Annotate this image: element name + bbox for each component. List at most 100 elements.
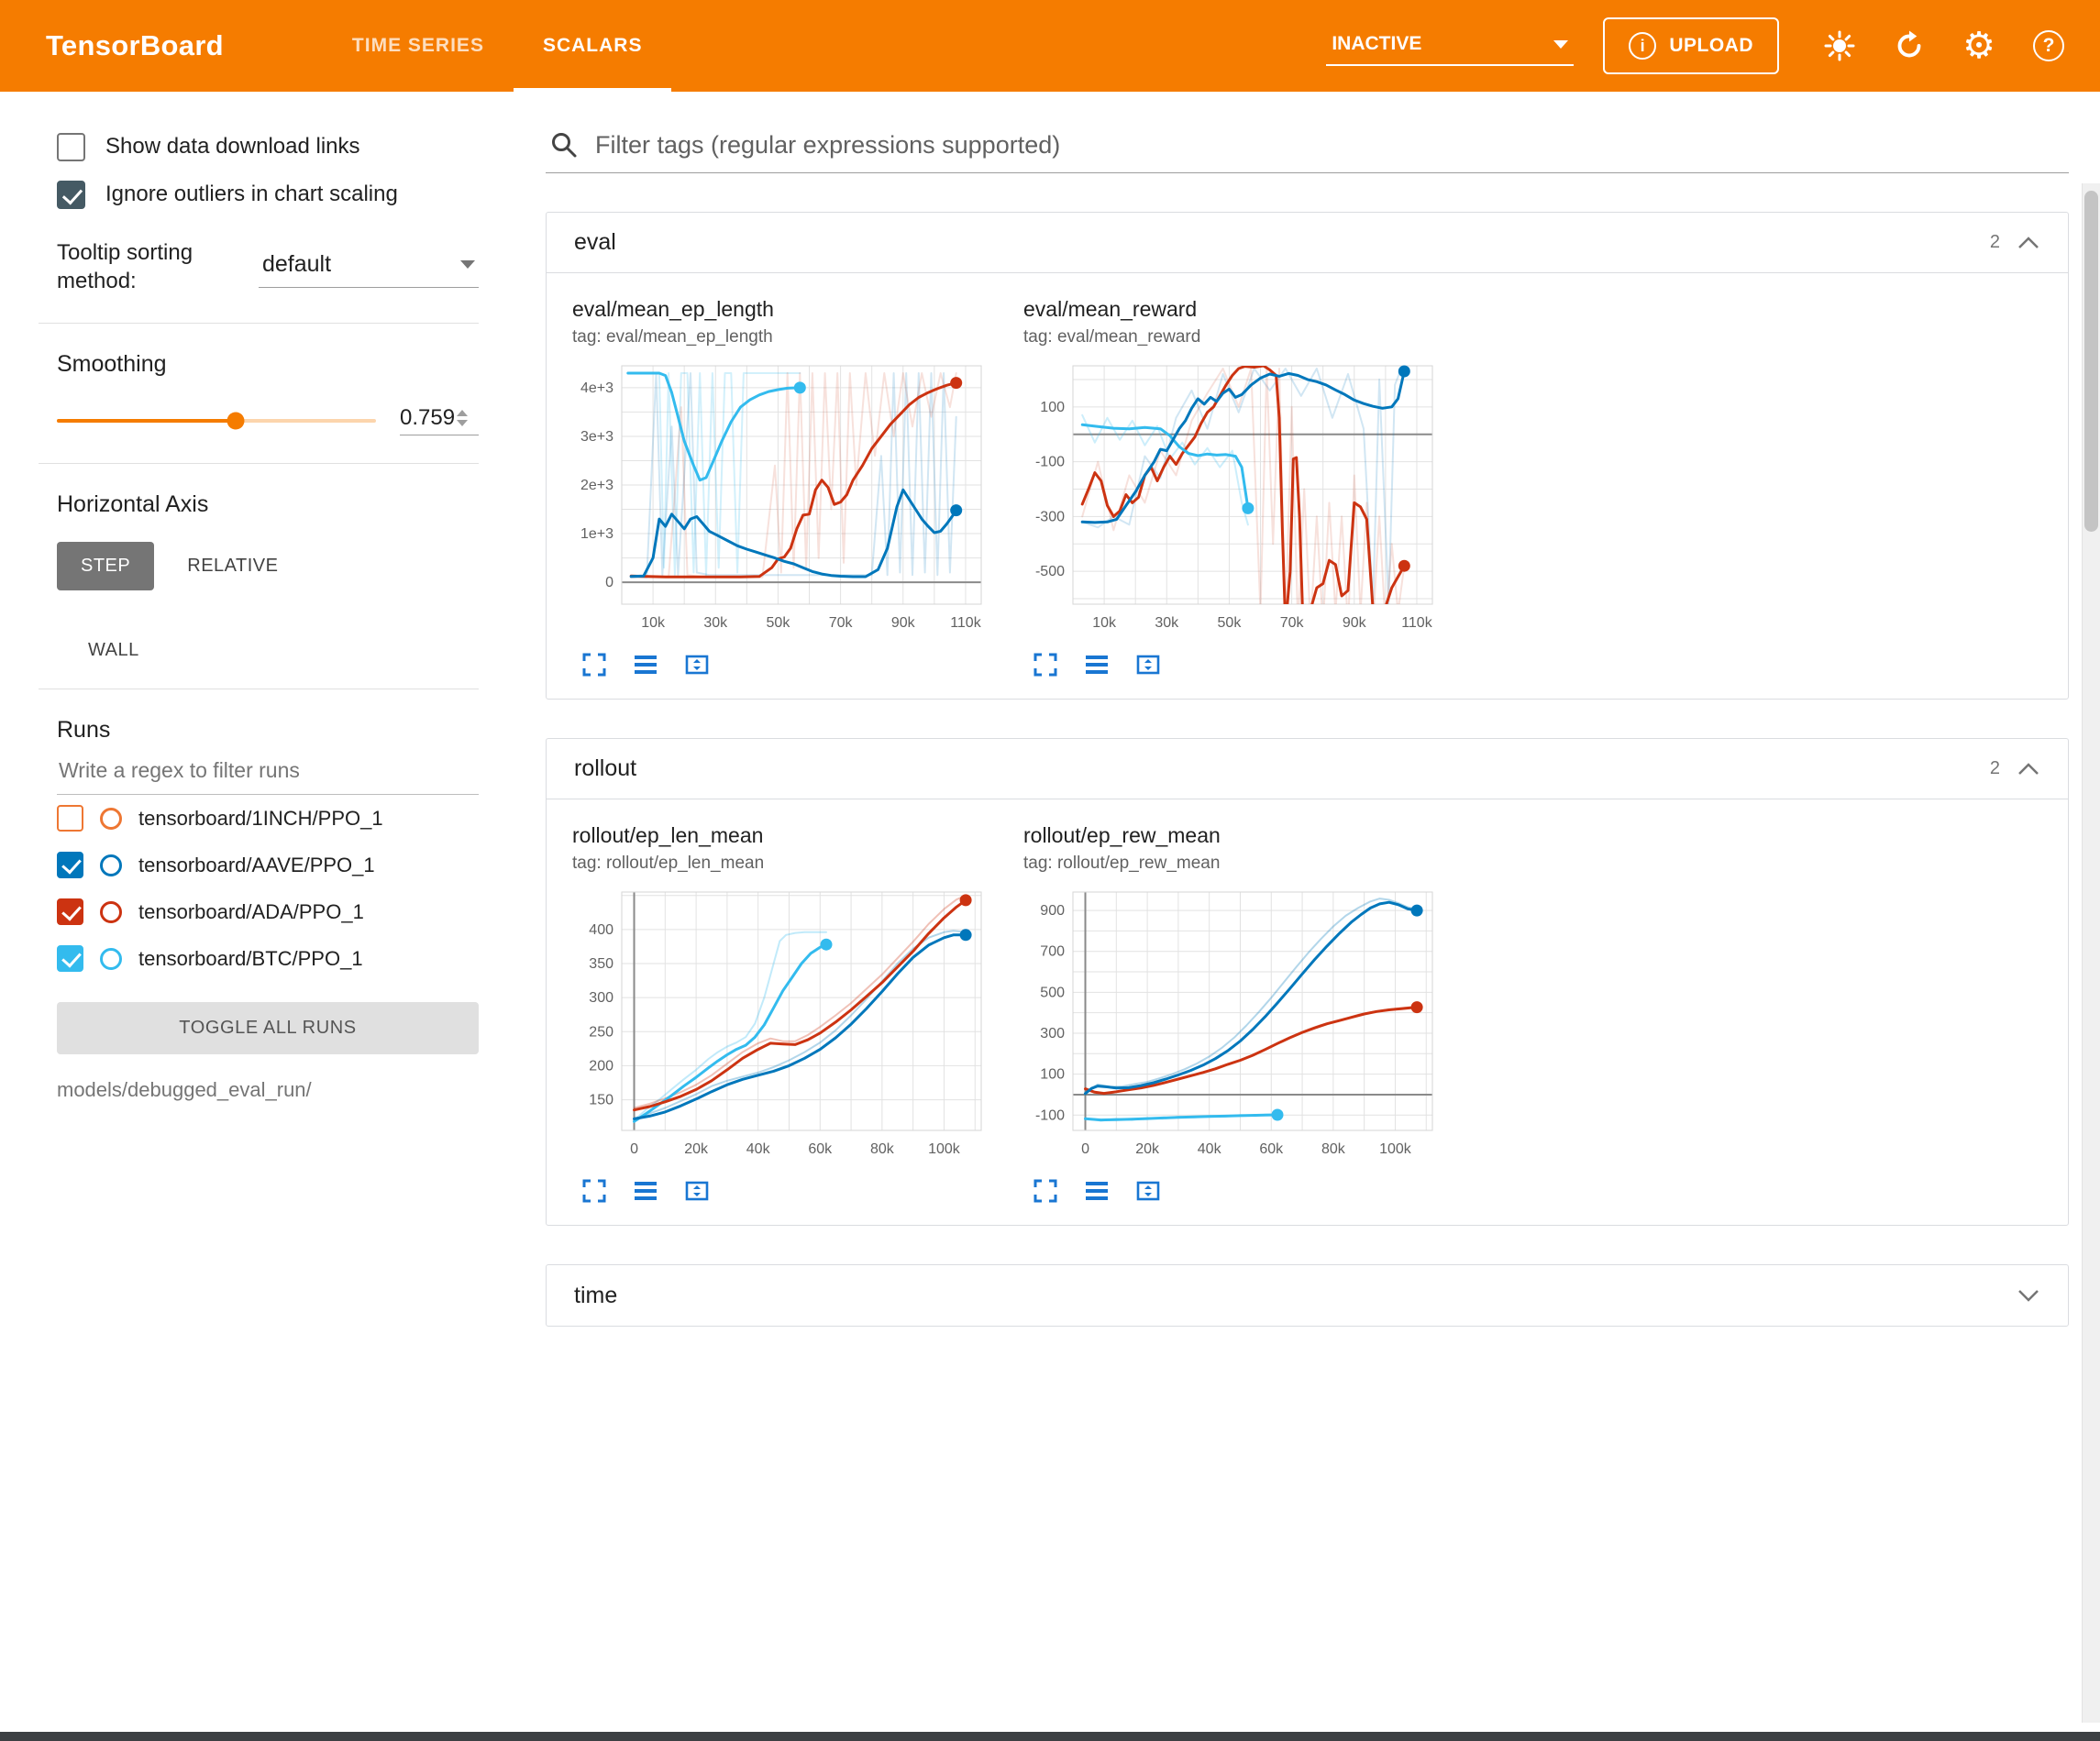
chart-title: eval/mean_reward xyxy=(1023,297,1198,321)
search-icon xyxy=(552,133,577,158)
chart-plot-area[interactable]: 100 -100 -300 -500 10k 30k 50k 70k 90k 110k xyxy=(1018,357,1469,642)
section-header-rollout[interactable]: rollout 2 xyxy=(547,739,2068,799)
svg-text:90k: 90k xyxy=(1343,615,1367,631)
main-tabs: TIME SERIES SCALARS xyxy=(323,0,672,92)
section-title: rollout xyxy=(574,755,637,781)
smoothing-value-input[interactable] xyxy=(400,405,457,432)
fit-domain-icon[interactable] xyxy=(1133,651,1163,680)
help-icon[interactable]: ? xyxy=(2014,0,2083,92)
info-icon: i xyxy=(1629,32,1657,60)
checkbox-checked-icon[interactable] xyxy=(57,180,85,209)
ignore-outliers-label: Ignore outliers in chart scaling xyxy=(105,182,398,206)
chart-eval-mean-ep-length: eval/mean_ep_length tag: eval/mean_ep_le… xyxy=(567,297,1018,680)
stepper-icons[interactable] xyxy=(457,410,468,427)
run-row-aave[interactable]: tensorboard/AAVE/PPO_1 xyxy=(57,842,479,888)
section-header-time[interactable]: time xyxy=(547,1265,2068,1326)
brightness-icon[interactable] xyxy=(1805,0,1874,92)
svg-text:20k: 20k xyxy=(684,1141,709,1157)
axis-wall-button[interactable]: WALL xyxy=(88,640,139,661)
slider-handle[interactable] xyxy=(227,412,245,430)
vertical-scrollbar[interactable] xyxy=(2082,183,2100,1723)
run-color-ring-icon xyxy=(100,807,122,830)
run-checkbox-icon[interactable] xyxy=(57,945,83,973)
status-dropdown[interactable]: INACTIVE xyxy=(1326,26,1575,66)
svg-text:50k: 50k xyxy=(1218,615,1243,631)
svg-text:60k: 60k xyxy=(808,1141,833,1157)
svg-text:60k: 60k xyxy=(1259,1141,1284,1157)
chart-title: rollout/ep_rew_mean xyxy=(1023,823,1221,847)
spinner-up-icon[interactable] xyxy=(457,410,468,417)
svg-text:200: 200 xyxy=(589,1058,613,1074)
filter-tags-bar[interactable] xyxy=(546,123,2069,173)
data-table-icon[interactable] xyxy=(631,1177,660,1207)
runs-filter-input[interactable] xyxy=(57,744,479,796)
show-download-links-toggle[interactable]: Show data download links xyxy=(57,123,479,171)
ignore-outliers-toggle[interactable]: Ignore outliers in chart scaling xyxy=(57,171,479,218)
run-checkbox-icon[interactable] xyxy=(57,805,83,832)
chevron-up-icon[interactable] xyxy=(2017,762,2040,777)
chevron-up-icon[interactable] xyxy=(2017,236,2040,250)
filter-tags-input[interactable] xyxy=(595,130,2065,160)
chart-plot-area[interactable]: -100 100 300 500 700 900 0 20k 40k 60k 80k 100k xyxy=(1018,883,1469,1168)
chart-plot-area[interactable]: 0 1e+3 2e+3 3e+3 4e+3 10k 30k 50k 70k 90k 110k xyxy=(567,357,1018,642)
svg-text:30k: 30k xyxy=(703,615,728,631)
run-name: tensorboard/AAVE/PPO_1 xyxy=(138,853,375,876)
fullscreen-icon[interactable] xyxy=(1031,1177,1060,1207)
svg-text:100: 100 xyxy=(1040,1067,1065,1083)
upload-button[interactable]: i UPLOAD xyxy=(1603,17,1779,74)
tab-time-series[interactable]: TIME SERIES xyxy=(351,35,484,56)
data-table-icon[interactable] xyxy=(1082,1177,1111,1207)
run-row-1inch[interactable]: tensorboard/1INCH/PPO_1 xyxy=(57,795,479,842)
horizontal-axis-label: Horizontal Axis xyxy=(57,491,209,518)
run-row-ada[interactable]: tensorboard/ADA/PPO_1 xyxy=(57,888,479,935)
fit-domain-icon[interactable] xyxy=(682,651,712,680)
toggle-all-runs-button[interactable]: TOGGLE ALL RUNS xyxy=(57,1002,479,1055)
svg-text:150: 150 xyxy=(589,1093,613,1108)
tooltip-sorting-label: Tooltip sorting method: xyxy=(57,240,193,294)
svg-text:10k: 10k xyxy=(641,615,666,631)
smoothing-slider[interactable] xyxy=(57,412,376,430)
chart-tag: tag: rollout/ep_len_mean xyxy=(572,854,765,873)
fullscreen-icon[interactable] xyxy=(580,1177,609,1207)
run-checkbox-icon[interactable] xyxy=(57,898,83,926)
section-count-badge: 2 xyxy=(1989,232,2000,252)
section-title: time xyxy=(574,1282,618,1308)
fit-domain-icon[interactable] xyxy=(682,1177,712,1207)
upload-label: UPLOAD xyxy=(1669,35,1753,56)
chart-rollout-ep-rew-mean: rollout/ep_rew_mean tag: rollout/ep_rew_… xyxy=(1018,823,1469,1207)
fullscreen-icon[interactable] xyxy=(580,651,609,680)
section-card-rollout: rollout 2 rollout/ep_len_mean tag: rollo… xyxy=(546,738,2069,1226)
svg-text:300: 300 xyxy=(589,990,613,1006)
section-card-eval: eval 2 eval/mean_ep_length tag: eval/mea… xyxy=(546,212,2069,700)
smoothing-label: Smoothing xyxy=(57,351,167,378)
svg-text:1e+3: 1e+3 xyxy=(580,526,613,542)
run-color-ring-icon xyxy=(100,854,122,876)
run-row-btc[interactable]: tensorboard/BTC/PPO_1 xyxy=(57,935,479,982)
data-table-icon[interactable] xyxy=(1082,651,1111,680)
chevron-down-icon[interactable] xyxy=(2017,1288,2040,1303)
axis-relative-button[interactable]: RELATIVE xyxy=(187,556,279,577)
checkbox-unchecked-icon[interactable] xyxy=(57,132,85,161)
svg-text:350: 350 xyxy=(589,956,613,972)
settings-gear-icon[interactable]: ⚙ xyxy=(1962,25,1995,67)
scrollbar-thumb[interactable] xyxy=(2084,191,2098,532)
svg-text:2e+3: 2e+3 xyxy=(580,478,613,493)
fullscreen-icon[interactable] xyxy=(1031,651,1060,680)
run-name: tensorboard/1INCH/PPO_1 xyxy=(138,806,383,830)
svg-text:0: 0 xyxy=(1081,1141,1089,1157)
chart-eval-mean-reward: eval/mean_reward tag: eval/mean_reward 1… xyxy=(1018,297,1469,680)
axis-step-button[interactable]: STEP xyxy=(57,542,155,591)
chart-plot-area[interactable]: 150 200 250 300 350 400 0 20k 40k 60k 80k 100k xyxy=(567,883,1018,1168)
chevron-down-icon xyxy=(1553,39,1569,49)
svg-text:70k: 70k xyxy=(1280,615,1305,631)
run-checkbox-icon[interactable] xyxy=(57,852,83,879)
fit-domain-icon[interactable] xyxy=(1133,1177,1163,1207)
svg-text:70k: 70k xyxy=(829,615,854,631)
data-table-icon[interactable] xyxy=(631,651,660,680)
tooltip-sorting-select[interactable]: default xyxy=(259,246,479,289)
svg-text:40k: 40k xyxy=(746,1141,771,1157)
tab-scalars[interactable]: SCALARS xyxy=(513,0,672,92)
refresh-icon[interactable] xyxy=(1874,0,1944,92)
spinner-down-icon[interactable] xyxy=(457,420,468,427)
section-header-eval[interactable]: eval 2 xyxy=(547,213,2068,273)
